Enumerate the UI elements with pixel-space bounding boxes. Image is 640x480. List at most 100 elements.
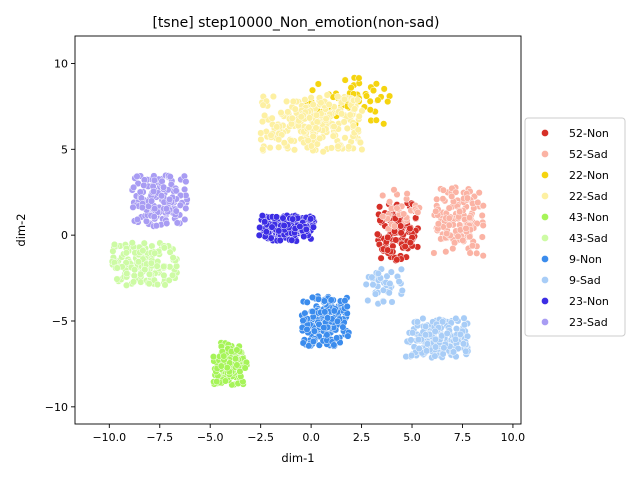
data-point-9-non — [308, 308, 317, 316]
data-point-9-non — [330, 341, 338, 349]
data-point-52-sad — [430, 249, 438, 257]
data-point-9-non — [305, 342, 313, 350]
data-point-22-sad — [309, 101, 317, 109]
data-point-23-non — [267, 234, 275, 242]
data-point-9-sad — [379, 298, 388, 306]
data-point-22-sad — [290, 146, 299, 154]
data-point-52-sad — [386, 198, 394, 206]
data-point-22-sad — [283, 97, 291, 105]
data-point-23-sad — [140, 181, 148, 189]
data-point-23-non — [256, 223, 264, 232]
data-point-22-sad — [338, 110, 346, 118]
data-point-52-sad — [390, 222, 399, 230]
data-point-22-non — [347, 84, 355, 92]
data-point-9-sad — [386, 280, 394, 288]
data-point-9-sad — [409, 329, 417, 337]
data-point-22-sad — [275, 135, 283, 144]
data-point-22-sad — [301, 96, 309, 104]
data-point-22-sad — [316, 134, 324, 142]
data-point-43-sad — [147, 259, 155, 267]
y-tick-label: 0 — [61, 229, 68, 242]
data-point-22-sad — [307, 142, 315, 150]
legend-label: 22-Sad — [569, 190, 608, 203]
data-point-9-sad — [439, 318, 447, 326]
data-point-43-sad — [140, 239, 148, 247]
data-point-43-non — [233, 346, 241, 354]
x-tick-label: 10.0 — [501, 431, 526, 444]
data-point-9-sad — [407, 336, 415, 344]
data-point-23-non — [309, 223, 317, 231]
data-point-43-non — [236, 367, 244, 376]
data-point-23-non — [258, 212, 266, 220]
data-point-52-sad — [379, 191, 387, 200]
data-point-22-sad — [334, 142, 342, 150]
data-point-22-sad — [340, 118, 348, 126]
data-point-22-sad — [267, 131, 275, 139]
data-point-9-sad — [440, 344, 448, 352]
data-point-22-sad — [257, 135, 265, 144]
data-point-22-sad — [313, 111, 321, 119]
data-point-22-non — [314, 80, 322, 88]
data-point-52-sad — [459, 236, 467, 244]
data-point-52-non — [401, 242, 409, 251]
data-point-43-sad — [129, 278, 138, 286]
data-point-9-sad — [460, 321, 469, 329]
data-point-22-sad — [307, 94, 315, 102]
data-point-43-non — [213, 378, 221, 386]
data-point-22-sad — [268, 114, 276, 122]
data-point-22-sad — [345, 143, 353, 151]
data-point-9-sad — [369, 281, 377, 289]
data-point-23-non — [261, 218, 269, 226]
data-point-43-non — [221, 377, 229, 385]
data-point-52-sad — [439, 195, 447, 203]
data-point-23-non — [296, 222, 304, 231]
data-point-52-sad — [445, 204, 453, 212]
data-point-22-sad — [280, 139, 288, 147]
data-point-43-sad — [165, 276, 173, 284]
data-point-43-non — [241, 364, 249, 372]
data-point-9-non — [323, 331, 331, 339]
data-point-23-non — [300, 232, 308, 241]
data-point-22-non — [372, 116, 380, 124]
data-point-22-non — [366, 106, 374, 114]
data-point-23-sad — [158, 177, 166, 185]
data-point-22-sad — [258, 118, 267, 126]
data-point-52-non — [373, 230, 382, 238]
data-point-43-sad — [145, 270, 154, 278]
data-point-52-sad — [414, 208, 422, 216]
data-point-22-sad — [287, 137, 295, 145]
data-point-52-sad — [463, 194, 472, 202]
data-point-9-sad — [388, 298, 396, 306]
data-point-9-sad — [431, 335, 439, 343]
x-tick-label: −10.0 — [92, 431, 126, 444]
data-point-9-non — [333, 317, 342, 325]
data-point-43-sad — [139, 247, 147, 255]
data-point-23-sad — [138, 204, 146, 212]
x-axis-ticks: −10.0 −7.5 −5.0 −2.5 0.0 2.5 5.0 7.5 10.0 — [92, 424, 525, 444]
legend-marker — [541, 318, 549, 326]
data-point-43-sad — [123, 270, 131, 278]
data-point-43-non — [231, 355, 240, 363]
data-point-23-sad — [176, 201, 184, 209]
x-axis-label: dim-1 — [281, 451, 314, 465]
data-point-23-sad — [160, 183, 168, 191]
data-point-22-sad — [273, 123, 281, 131]
data-point-9-sad — [371, 290, 380, 298]
y-tick-label: −10 — [45, 401, 68, 414]
data-point-22-sad — [297, 113, 305, 121]
data-point-43-sad — [113, 264, 121, 272]
data-point-23-sad — [152, 222, 160, 230]
y-tick-label: 5 — [61, 143, 68, 156]
data-point-52-sad — [445, 221, 453, 229]
data-point-52-sad — [466, 249, 474, 257]
data-point-52-sad — [445, 214, 453, 222]
data-point-22-sad — [309, 132, 317, 140]
data-point-23-sad — [166, 195, 174, 203]
legend: 52-Non 52-Sad 22-Non 22-Sad 43-Non 43-Sad 9-No… — [524, 117, 626, 337]
data-point-52-sad — [478, 211, 486, 220]
data-point-22-sad — [305, 123, 313, 131]
data-point-9-sad — [443, 329, 451, 337]
data-point-43-sad — [153, 262, 161, 270]
data-point-43-sad — [141, 266, 149, 274]
data-point-9-non — [333, 334, 341, 342]
